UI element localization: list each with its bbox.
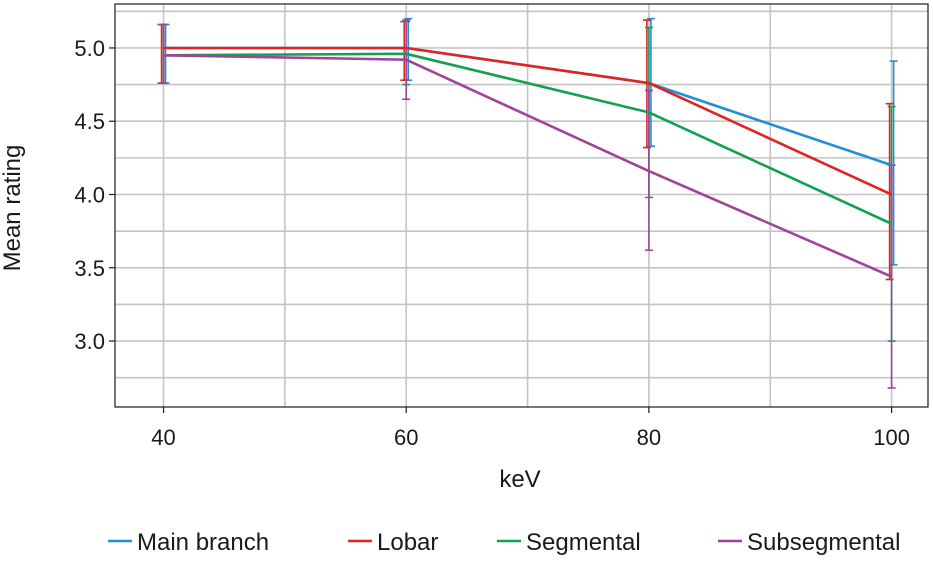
series-lines (163, 46, 893, 278)
x-tick-label: 80 (637, 425, 661, 450)
legend-label: Segmental (526, 529, 641, 556)
y-tick-label: 3.5 (74, 256, 105, 281)
x-tick-label: 60 (394, 425, 418, 450)
y-tick-label: 4.5 (74, 109, 105, 134)
legend-label: Subsegmental (747, 529, 900, 556)
y-tick-label: 3.0 (74, 329, 105, 354)
legend: Main branch Lobar Segmental Subsegmental (108, 529, 900, 556)
series-line-subsegmental (163, 54, 893, 278)
legend-label: Main branch (137, 529, 269, 556)
legend-label: Lobar (377, 529, 438, 556)
x-tick-label: 100 (873, 425, 910, 450)
x-axis-title: keV (499, 466, 540, 493)
y-tick-label: 4.0 (74, 183, 105, 208)
plot-frame (114, 3, 929, 408)
y-tick-label: 5.0 (74, 36, 105, 61)
y-axis-title: Mean rating (0, 145, 26, 272)
x-tick-label: 40 (151, 425, 175, 450)
series-line-segmental (163, 52, 893, 225)
series-line-lobar (163, 46, 893, 196)
axis-ticks: 3.0 3.5 4.0 4.5 5.0 40 60 80 100 (74, 36, 910, 450)
